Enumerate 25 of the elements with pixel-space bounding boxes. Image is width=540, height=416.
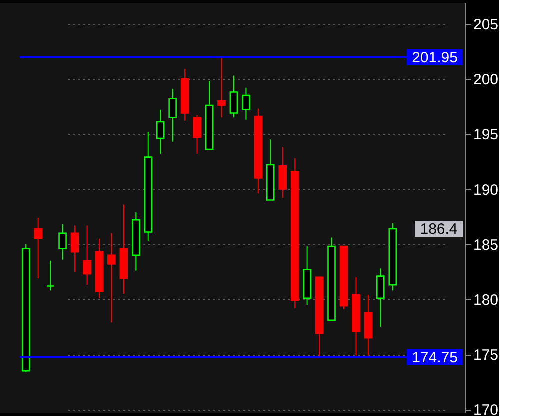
candlestick: [242, 87, 250, 120]
candlestick: [230, 75, 238, 118]
y-tick-label: 190: [474, 182, 499, 199]
candlestick: [156, 109, 165, 154]
candlestick: [108, 232, 116, 324]
y-tick-label: 175: [474, 347, 499, 364]
y-tick-label: 205: [474, 16, 499, 34]
ref-line-label: 174.75: [412, 349, 458, 366]
y-tick-label: 185: [474, 236, 499, 254]
candlestick: [46, 260, 55, 292]
y-tick-label: 170: [474, 402, 499, 416]
y-tick-label: 195: [474, 126, 499, 144]
candlestick: [70, 225, 80, 272]
candlestick: [193, 114, 202, 154]
y-tick-label: 180: [474, 292, 499, 309]
candlestick: [376, 268, 385, 328]
candlestick: [278, 146, 288, 199]
candlestick: [218, 58, 226, 118]
candlestick: [83, 225, 92, 286]
candlestick: [34, 217, 42, 280]
y-tick-label: 200: [474, 72, 499, 89]
ref-line-label: 201.95: [412, 50, 458, 67]
candlestick: [168, 88, 177, 142]
text: 186.4: [420, 220, 458, 238]
candlestick: [58, 224, 67, 260]
